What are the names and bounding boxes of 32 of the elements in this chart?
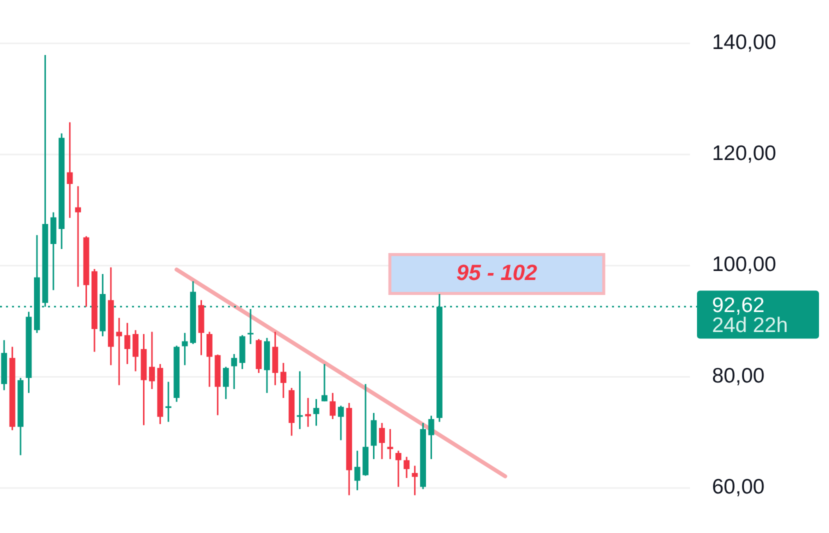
y-tick-label: 100,00 — [712, 253, 776, 276]
candlestick — [132, 329, 138, 372]
candlestick — [322, 363, 328, 402]
y-tick-label: 120,00 — [712, 142, 776, 166]
candlestick — [313, 398, 320, 426]
y-tick-label: 140,00 — [712, 30, 776, 54]
candlestick — [412, 465, 418, 496]
candlestick — [182, 332, 188, 366]
candlestick — [124, 322, 130, 365]
candlestick — [387, 428, 394, 460]
candlestick — [395, 450, 402, 488]
candlestick — [222, 366, 229, 400]
candlestick — [248, 308, 254, 345]
band-label: 95 - 102 — [456, 260, 538, 285]
candlestick — [428, 414, 434, 460]
candlestick — [231, 353, 238, 390]
candlestick — [354, 450, 360, 491]
candlestick — [330, 392, 336, 420]
candlestick — [66, 122, 73, 219]
candlestick — [296, 370, 303, 430]
candlestick — [280, 362, 286, 399]
y-tick-label: 60,00 — [712, 476, 765, 499]
candlestick — [404, 456, 410, 479]
candlestick — [75, 185, 81, 288]
y-tick-label: 80,00 — [712, 364, 765, 388]
candlestick — [116, 317, 122, 386]
candlestick — [165, 381, 172, 423]
candlestick — [149, 331, 155, 390]
candlestick — [305, 397, 311, 428]
candlestick — [379, 422, 385, 460]
candlestick — [338, 404, 344, 441]
candlestick — [206, 331, 212, 388]
